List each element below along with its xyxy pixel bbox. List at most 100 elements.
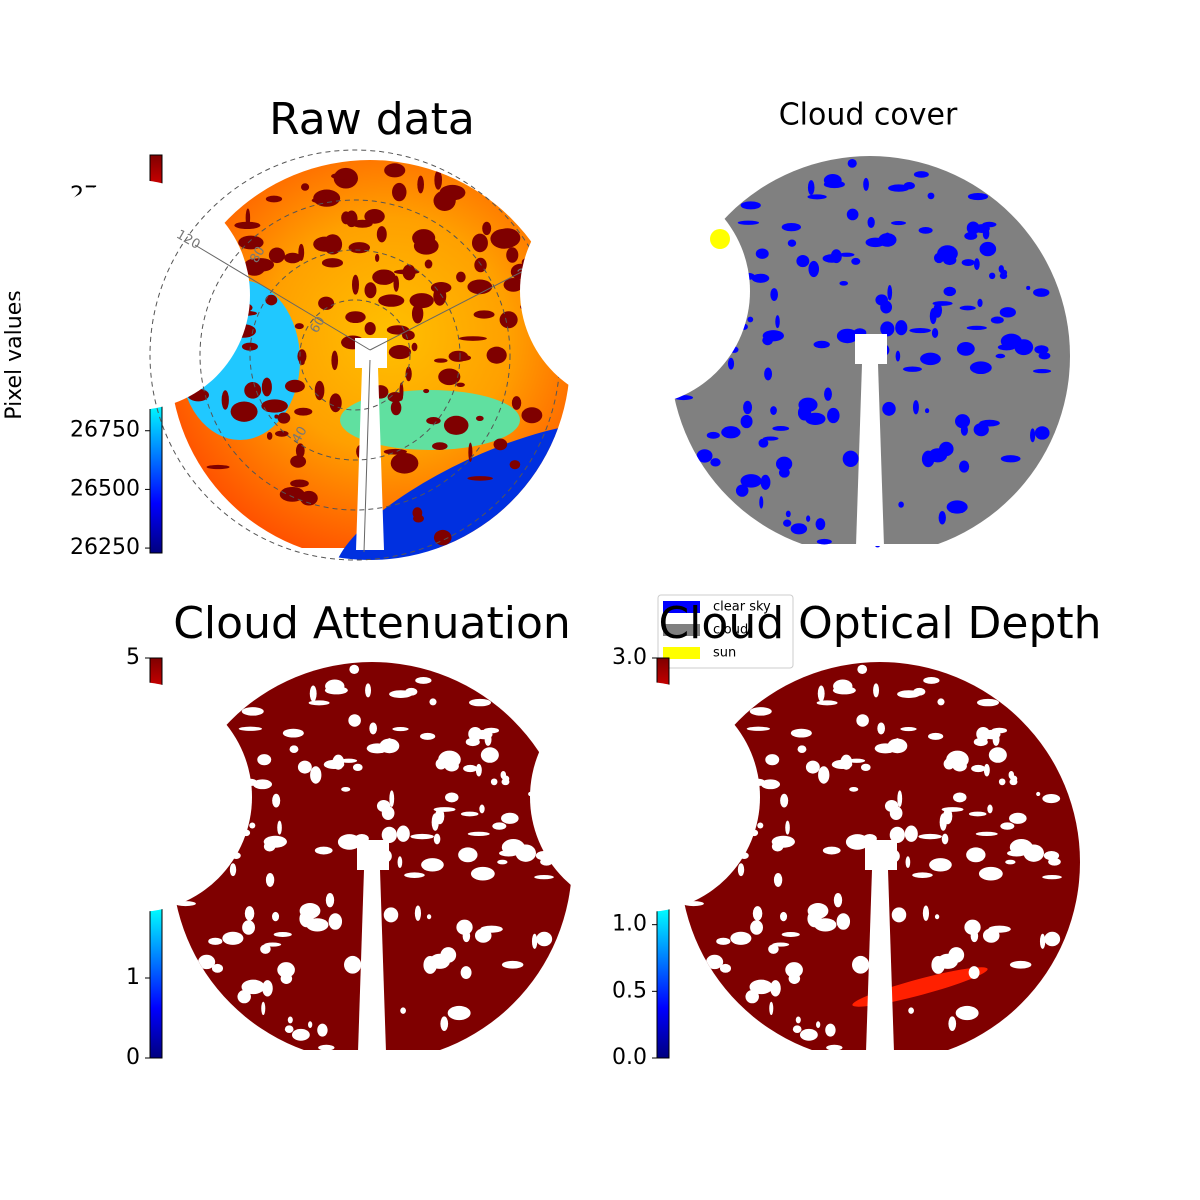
image-blob [301, 183, 310, 191]
image-blob [889, 826, 905, 843]
legend-label: cloud [713, 623, 748, 638]
image-blob [992, 733, 1000, 746]
image-blob [261, 399, 288, 413]
image-blob [825, 1023, 836, 1037]
colorbar-tick-label: 26500 [70, 476, 140, 501]
image-blob [229, 863, 237, 877]
image-blob [468, 726, 483, 742]
image-blob [434, 358, 448, 363]
image-blob [1005, 859, 1016, 865]
mast [856, 364, 884, 546]
image-blob [912, 872, 933, 878]
image-blob [959, 460, 970, 473]
image-blob [480, 925, 503, 933]
image-blob [456, 382, 465, 388]
image-blob [486, 346, 507, 364]
image-blob [815, 518, 826, 531]
image-blob [458, 336, 487, 341]
image-blob [740, 201, 761, 210]
image-blob [321, 258, 344, 268]
image-blob [770, 980, 781, 997]
image-blob [415, 676, 432, 684]
image-blob [471, 233, 488, 253]
image-blob [257, 754, 272, 766]
image-blob [937, 953, 959, 969]
image-blob [414, 905, 422, 921]
image-blob [294, 323, 304, 330]
image-blob [799, 1028, 818, 1041]
image-blob [230, 401, 258, 422]
image-blob [920, 352, 941, 366]
image-blob [323, 234, 343, 255]
image-blob [895, 350, 901, 362]
image-blob [814, 918, 837, 932]
image-blob [484, 733, 492, 746]
polar-axis [194, 244, 371, 351]
image-blob [995, 353, 1006, 359]
image-blob [816, 1021, 821, 1028]
image-blob [388, 345, 412, 360]
image-blob [805, 760, 820, 774]
image-blob [396, 825, 410, 842]
image-blob [381, 826, 397, 843]
image-blob [783, 519, 792, 527]
image-blob [787, 239, 797, 247]
image-blob [389, 690, 413, 698]
image-blob [979, 419, 1000, 427]
image-blob [241, 979, 265, 995]
panel-title: Raw data [269, 94, 475, 145]
image-blob [977, 698, 999, 707]
image-blob [364, 321, 376, 336]
image-blob [817, 685, 825, 702]
image-blob [473, 310, 495, 319]
image-blob [375, 253, 380, 262]
image-blob [943, 758, 955, 770]
image-blob [1039, 933, 1046, 949]
image-blob [299, 902, 321, 919]
image-blob [1023, 844, 1044, 862]
image-blob [448, 350, 469, 362]
image-blob [918, 227, 933, 234]
image-blob [263, 841, 276, 852]
image-blob [429, 698, 437, 706]
image-blob [482, 221, 492, 236]
image-blob [931, 328, 939, 339]
image-blob [790, 523, 808, 535]
image-blob [279, 486, 305, 502]
image-blob [314, 846, 333, 855]
image-blob [760, 779, 781, 790]
image-blob [310, 766, 322, 784]
image-blob [982, 227, 990, 240]
image-blob [953, 792, 967, 803]
image-blob [961, 259, 975, 267]
mast [358, 870, 386, 1052]
image-blob [1000, 455, 1021, 463]
image-blob [497, 859, 508, 865]
legend-label: sun [713, 646, 736, 661]
image-blob [284, 1025, 294, 1034]
image-blob [433, 833, 441, 845]
colorbar-tick-label: 26750 [70, 418, 140, 443]
image-blob [515, 844, 536, 862]
image-blob [405, 366, 412, 382]
colorbar-tick-label: 0.5 [612, 978, 647, 1003]
image-blob [341, 786, 351, 792]
image-blob [816, 538, 832, 545]
image-blob [891, 907, 907, 923]
image-blob [506, 247, 519, 263]
image-blob [887, 738, 908, 754]
polar-grid [249, 249, 461, 461]
image-blob [880, 321, 895, 337]
image-blob [318, 296, 335, 310]
image-blob [1034, 345, 1049, 354]
image-blob [1009, 812, 1027, 824]
image-blob [941, 807, 964, 812]
image-blob [749, 707, 772, 716]
image-blob [857, 664, 868, 674]
image-blob [372, 269, 396, 285]
image-blob [499, 311, 518, 329]
image-blob [966, 325, 987, 331]
image-blob [352, 219, 373, 228]
image-blob [268, 247, 285, 264]
colorbar-tick-label: 3.0 [612, 645, 647, 670]
